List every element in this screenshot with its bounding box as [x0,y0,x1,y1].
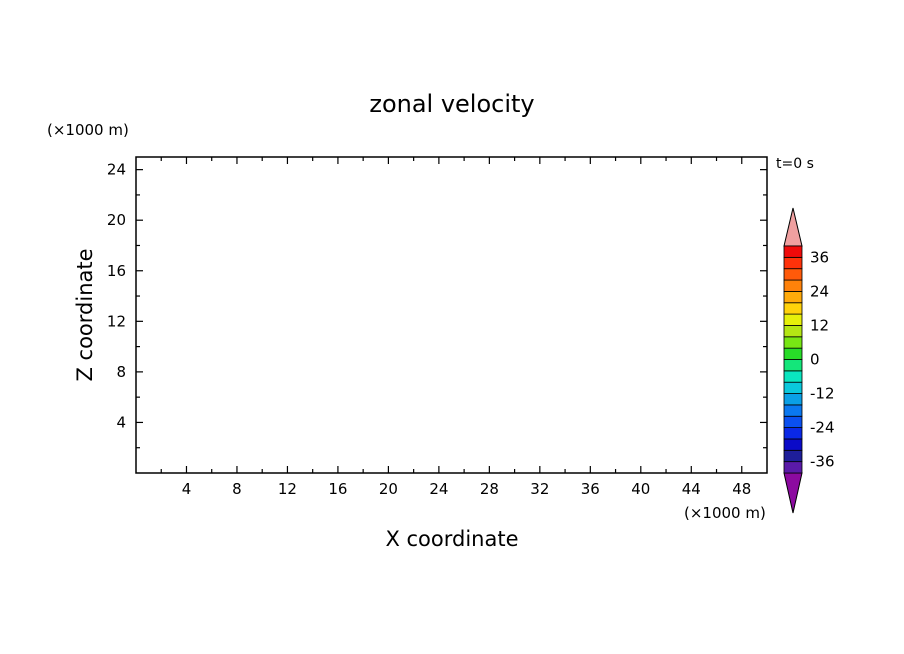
colorbar-over-triangle [783,207,803,247]
colorbar-segment [783,347,803,360]
colorbar-segment [783,393,803,406]
colorbar-segment [783,302,803,315]
x-axis: 4 8 12 16 20 24 28 32 36 40 44 48 [160,157,751,498]
colorbar-segment [783,415,803,429]
chart-title: zonal velocity [369,90,534,118]
x-tick-label: 4 [182,480,192,498]
x-tick-label: 8 [232,480,242,498]
x-tick-label: 12 [278,480,297,498]
y-tick-label: 12 [107,312,126,330]
x-tick-label: 48 [732,480,751,498]
time-label: t=0 s [776,156,814,172]
colorbar-segment [783,256,803,270]
colorbar-segment [783,370,803,383]
x-tick-label: 32 [530,480,549,498]
colorbar-label: -36 [810,453,835,471]
colorbar-segment [783,449,803,463]
y-unit-label: (×1000 m) [47,121,129,139]
colorbar-segment [783,359,803,372]
x-unit-label: (×1000 m) [684,504,766,522]
colorbar-label: 12 [810,316,829,334]
plot-frame [135,156,768,474]
x-axis-label: X coordinate [385,527,518,551]
x-tick-label: 20 [379,480,398,498]
x-tick-label: 24 [429,480,448,498]
colorbar-label: -24 [810,419,835,437]
y-axis-label: Z coordinate [73,248,97,381]
x-tick-label: 36 [581,480,600,498]
colorbar-segment [783,427,803,440]
colorbar-segment [783,325,803,338]
colorbar-segment [783,245,803,258]
colorbar-segment [783,336,803,349]
colorbar-under-triangle [783,472,803,514]
y-tick-label: 24 [107,161,126,179]
x-tick-label: 28 [480,480,499,498]
y-tick-label: 8 [116,363,126,381]
y-tick-label: 4 [116,413,126,431]
x-tick-label: 44 [682,480,701,498]
colorbar-segment [783,313,803,326]
colorbar-label: 0 [810,351,820,369]
colorbar-segment [783,290,803,304]
colorbar-segment [783,404,803,417]
colorbar-label: -12 [810,385,835,403]
colorbar-label: 36 [810,248,829,266]
colorbar: 36 24 12 0 -12 -24 -36 [783,207,835,514]
colorbar-segment [783,438,803,451]
y-tick-label: 20 [107,211,126,229]
colorbar-segment [783,461,803,474]
colorbar-segment [783,279,803,292]
y-tick-label: 16 [107,262,126,280]
x-tick-label: 16 [328,480,347,498]
y-axis: 4 8 12 16 20 24 [107,161,767,449]
colorbar-segment [783,381,803,394]
colorbar-segment [783,268,803,281]
x-tick-label: 40 [631,480,650,498]
colorbar-label: 24 [810,282,829,300]
